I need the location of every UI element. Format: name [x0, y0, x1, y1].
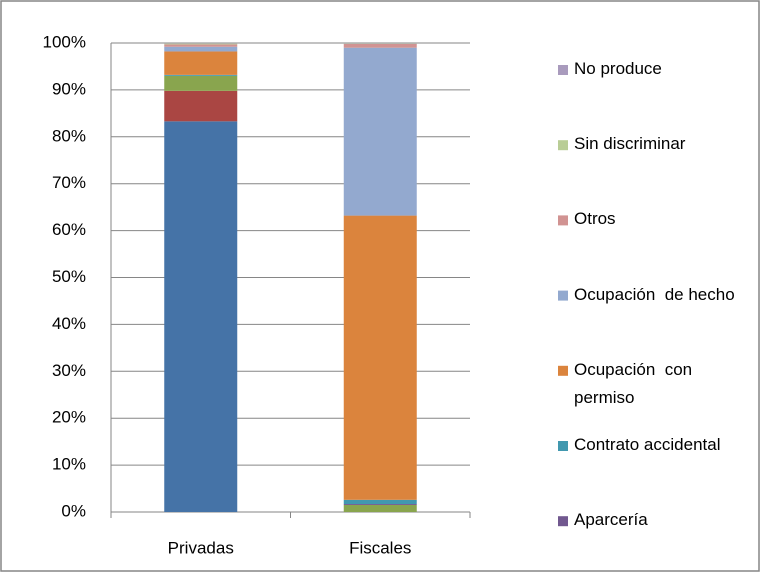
y-tick-label: 30% — [52, 361, 86, 380]
legend-swatch — [558, 516, 568, 527]
bar-segment — [343, 215, 417, 500]
bar-segment — [164, 90, 238, 122]
bar-segment — [164, 121, 238, 512]
y-tick-label: 10% — [52, 455, 86, 474]
legend-swatch — [558, 441, 568, 451]
legend-swatch — [558, 140, 568, 151]
y-tick-label: 90% — [52, 79, 86, 98]
legend-swatch — [558, 290, 568, 301]
bar-segment — [343, 504, 417, 512]
legend-swatch — [558, 65, 568, 75]
legend-label: Contrato accidental — [574, 435, 721, 454]
bar-segment — [164, 74, 238, 76]
legend-label: Otros — [574, 209, 616, 229]
legend-swatch — [558, 215, 568, 226]
bar-segment — [164, 44, 238, 47]
bar-segment — [343, 43, 417, 48]
y-tick-label: 100% — [43, 32, 86, 51]
y-tick-label: 0% — [61, 501, 86, 520]
bar-segment — [343, 504, 417, 505]
legend-label: No produce — [574, 59, 662, 78]
bar-segment — [164, 75, 238, 91]
y-tick-label: 80% — [52, 126, 86, 145]
y-tick-label: 70% — [52, 173, 86, 192]
bar-segment — [343, 47, 417, 216]
legend-label: Ocupación con permiso — [574, 359, 697, 407]
legend-swatch — [558, 365, 568, 376]
x-tick-label: Fiscales — [349, 538, 411, 557]
x-tick-label: Privadas — [168, 538, 234, 557]
legend-label: Ocupación de hecho — [574, 284, 735, 304]
legend-label: Aparcería — [574, 510, 648, 530]
y-tick-label: 40% — [52, 314, 86, 333]
y-tick-label: 50% — [52, 267, 86, 286]
legend-label: Sin discriminar — [574, 134, 686, 154]
bar-segment — [164, 43, 238, 45]
y-tick-label: 60% — [52, 220, 86, 239]
bar-segment — [164, 46, 238, 52]
y-tick-label: 20% — [52, 408, 86, 427]
bar-segment — [343, 499, 417, 505]
bar-segment — [164, 51, 238, 75]
